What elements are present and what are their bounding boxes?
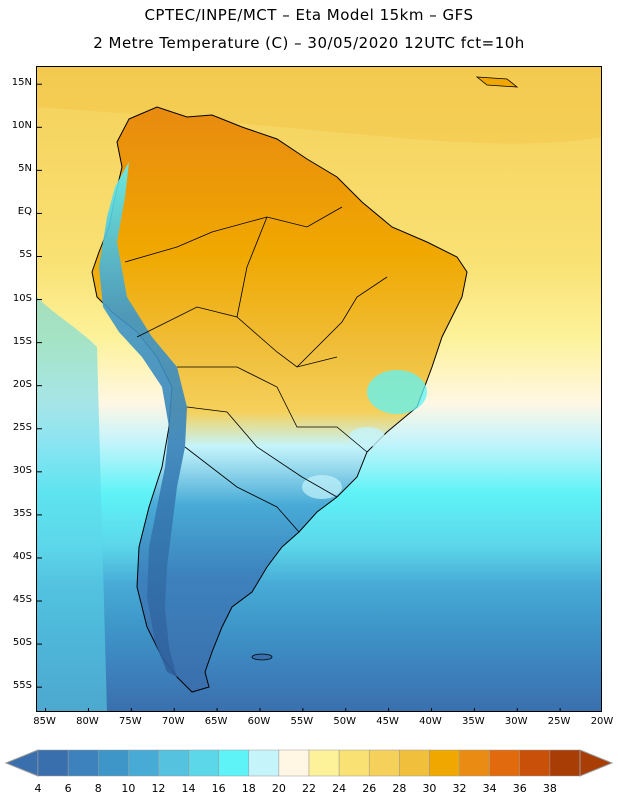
lat-tick-label: 55S xyxy=(12,680,32,692)
colorbar-swatch xyxy=(37,749,69,777)
lat-tick-label: 35S xyxy=(12,507,32,519)
colorbar-swatch xyxy=(278,749,310,777)
colorbar-tick-label: 8 xyxy=(94,782,102,795)
caribbean-islands xyxy=(475,76,519,88)
lat-tick-label: EQ xyxy=(17,206,32,218)
colorbar-tick-label: 26 xyxy=(362,782,377,795)
south-cool-area xyxy=(302,475,342,499)
lat-tick-label: 45S xyxy=(12,594,32,606)
colorbar-tick-label: 28 xyxy=(392,782,407,795)
lat-tick-label: 40S xyxy=(12,550,32,562)
andes-cold-spine xyxy=(99,162,187,677)
lat-tick-label: 15N xyxy=(11,77,32,89)
colorbar-swatch xyxy=(218,749,250,777)
colorbar-swatch xyxy=(188,749,219,777)
lon-tick-label: 25W xyxy=(547,716,571,727)
colorbar-swatch xyxy=(489,749,521,777)
caribbean-warm-band xyxy=(37,67,601,144)
colorbar-swatch xyxy=(399,749,430,777)
lat-tick-label: 10S xyxy=(12,292,32,304)
colorbar-swatch xyxy=(128,749,159,777)
lat-tick-label: 50S xyxy=(12,637,32,649)
lon-tick-label: 60W xyxy=(247,716,271,727)
colorbar-tick-label: 16 xyxy=(211,782,226,795)
colorbar-tick-label: 4 xyxy=(34,782,42,795)
lat-tick-label: 10N xyxy=(11,120,32,132)
colorbar-swatch xyxy=(158,749,189,777)
lat-tick-label: 30S xyxy=(12,464,32,476)
colorbar-tick-label: 24 xyxy=(332,782,347,795)
colorbar-swatch xyxy=(67,749,99,777)
lat-tick-label: 5S xyxy=(19,249,32,261)
colorbar-tick-label: 10 xyxy=(121,782,136,795)
colorbar-tick-label: 14 xyxy=(181,782,196,795)
colorbar-swatch xyxy=(519,749,551,777)
lon-tick-label: 35W xyxy=(462,716,485,727)
colorbar-tick-label: 30 xyxy=(422,782,437,795)
lon-tick-label: 45W xyxy=(376,716,399,727)
colorbar-tick-label: 22 xyxy=(302,782,316,795)
colorbar-tick-label: 34 xyxy=(482,782,497,795)
title-line-1: CPTEC/INPE/MCT – Eta Model 15km – GFS xyxy=(144,6,474,24)
map-panel xyxy=(36,66,602,712)
pacific-cold-tongue xyxy=(37,297,107,711)
lat-tick-label: 15S xyxy=(12,335,32,347)
lon-tick-label: 65W xyxy=(204,716,228,727)
colorbar-tick-label: 18 xyxy=(241,782,256,795)
lat-tick-label: 5N xyxy=(18,163,32,175)
colorbar xyxy=(4,749,614,777)
lon-tick-label: 30W xyxy=(504,716,528,727)
colorbar-swatch xyxy=(429,749,460,777)
lon-tick-label: 20W xyxy=(590,716,614,727)
lat-tick-label: 25S xyxy=(12,421,32,433)
colorbar-tick-label: 6 xyxy=(64,782,72,795)
lon-tick-label: 70W xyxy=(161,716,185,727)
lon-tick-label: 50W xyxy=(333,716,357,727)
lon-tick-label: 80W xyxy=(76,716,99,727)
colorbar-swatch xyxy=(459,749,490,777)
highlands-cool-area xyxy=(367,370,427,414)
colorbar-tick-label: 38 xyxy=(542,782,557,795)
colorbar-tick-label: 32 xyxy=(452,782,467,795)
colorbar-swatch xyxy=(549,749,581,777)
lat-tick-label: 20S xyxy=(12,378,32,390)
colorbar-tick-label: 20 xyxy=(271,782,286,795)
colorbar-swatch xyxy=(308,749,340,777)
lon-tick-label: 55W xyxy=(290,716,314,727)
colorbar-swatch xyxy=(368,749,400,777)
colorbar-max-arrow xyxy=(579,749,614,777)
lon-tick-label: 75W xyxy=(119,716,142,727)
southeast-cool-area xyxy=(349,427,385,447)
lon-tick-label: 85W xyxy=(33,716,56,727)
colorbar-swatch xyxy=(248,749,280,777)
lon-tick-label: 40W xyxy=(419,716,442,727)
colorbar-tick-label: 12 xyxy=(151,782,166,795)
colorbar-swatch xyxy=(97,749,129,777)
temperature-map xyxy=(37,67,601,711)
title-line-2: 2 Metre Temperature (C) – 30/05/2020 12U… xyxy=(93,34,525,52)
falkland-islands xyxy=(251,653,273,661)
colorbar-swatch xyxy=(338,749,370,777)
colorbar-min-arrow xyxy=(4,749,39,777)
colorbar-tick-label: 36 xyxy=(512,782,527,795)
country-borders xyxy=(124,206,388,533)
